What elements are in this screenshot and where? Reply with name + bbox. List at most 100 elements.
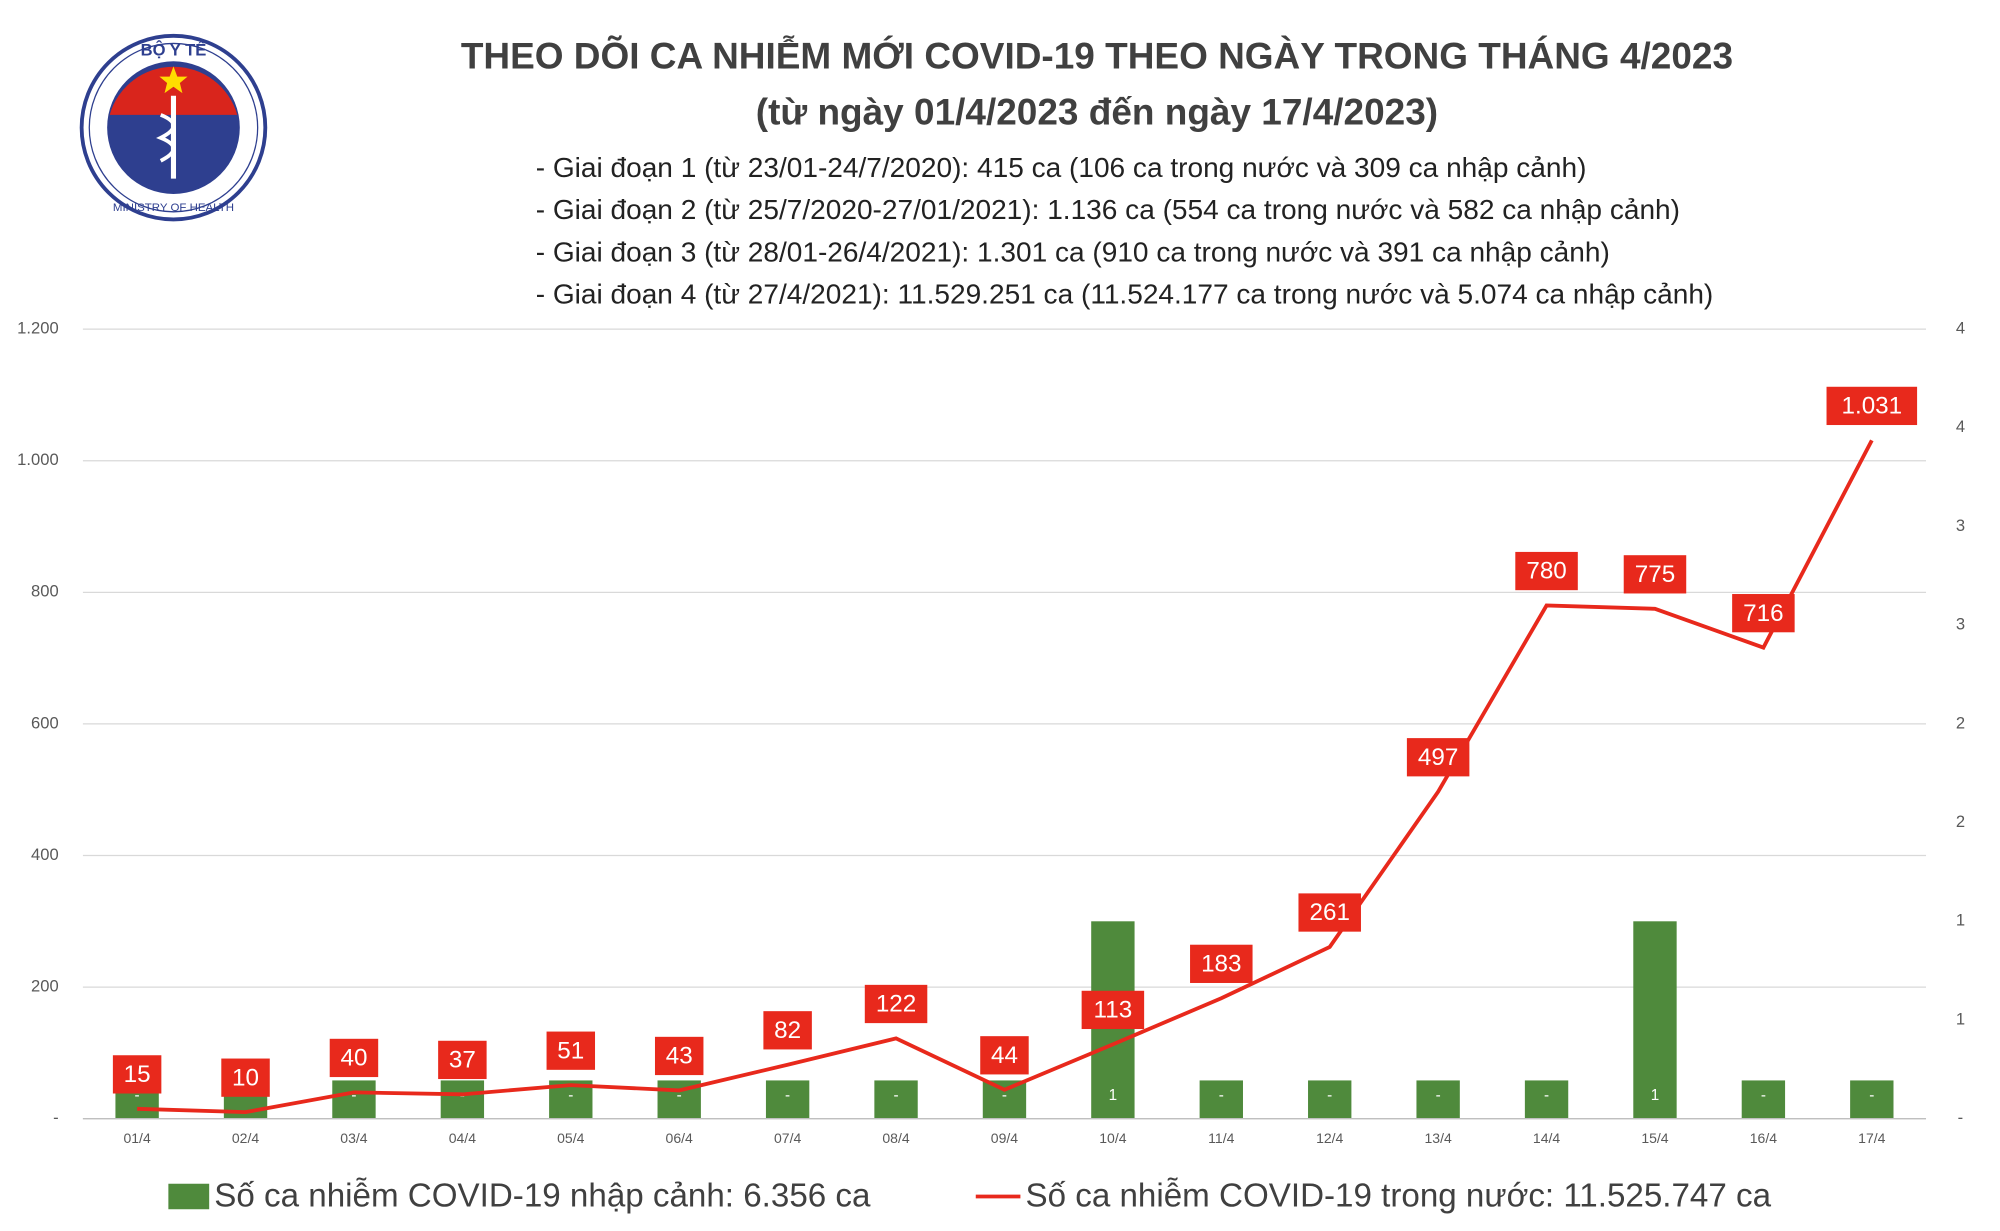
y-tick-label: 800 [31, 582, 59, 601]
bar [1850, 1080, 1894, 1119]
bar [440, 1080, 485, 1119]
x-tick-label: 16/4 [1750, 1130, 1777, 1146]
legend-swatch [168, 1183, 210, 1210]
data-label-box [221, 1058, 270, 1097]
x-tick-label: 07/4 [774, 1130, 801, 1146]
bar-label: - [677, 1087, 682, 1104]
bar-label: - [893, 1087, 898, 1104]
x-tick-label: 17/4 [1858, 1130, 1885, 1146]
bar-label: - [1761, 1087, 1766, 1104]
bar [765, 1080, 810, 1119]
bar-label: - [1002, 1087, 1007, 1104]
bar-label: - [1869, 1087, 1874, 1104]
y-tick-label: 600 [31, 713, 59, 732]
bar-label: - [1327, 1087, 1332, 1104]
bar-label: - [1436, 1087, 1441, 1104]
x-tick-label: 02/4 [232, 1130, 259, 1146]
data-label: 37 [449, 1047, 476, 1074]
y2-tick-label: 2 [1956, 713, 1965, 732]
y-tick-label: - [53, 1108, 59, 1127]
x-tick-label: 01/4 [123, 1130, 150, 1146]
data-label: 1.031 [1842, 393, 1903, 420]
bar-label: - [1544, 1087, 1549, 1104]
legend-label: Số ca nhiễm COVID-19 nhập cảnh: 6.356 ca [214, 1177, 871, 1215]
x-tick-label: 06/4 [666, 1130, 693, 1146]
bar [1416, 1080, 1460, 1119]
data-label-box [1406, 738, 1470, 777]
bar-label: - [1219, 1087, 1224, 1104]
data-label: 40 [340, 1045, 367, 1072]
bar-label: 1 [1651, 1087, 1660, 1104]
x-tick-label: 13/4 [1424, 1130, 1451, 1146]
x-tick-label: 11/4 [1208, 1130, 1234, 1146]
data-label-box [1732, 594, 1795, 633]
x-tick-label: 03/4 [340, 1130, 367, 1146]
y2-tick-label: 4 [1956, 417, 1965, 436]
data-label-box [1190, 944, 1253, 983]
logo-top: BỘ Y TẾ [141, 40, 207, 59]
x-tick-label: 08/4 [882, 1130, 909, 1146]
y2-tick-label: 1 [1956, 911, 1965, 930]
y-tick-label: 200 [31, 976, 59, 995]
data-label: 51 [557, 1037, 584, 1064]
y2-tick-label: - [1958, 1108, 1964, 1127]
bar [1199, 1080, 1243, 1119]
x-tick-label: 14/4 [1533, 1130, 1560, 1146]
data-label-box [1298, 893, 1361, 932]
bar-label: 1 [1109, 1087, 1118, 1104]
bar [1524, 1080, 1569, 1119]
x-tick-label: 12/4 [1316, 1130, 1343, 1146]
data-label-box [1081, 990, 1145, 1030]
bar [1308, 1080, 1352, 1119]
bar [982, 1080, 1027, 1119]
chart-subtitle: (từ ngày 01/4/2023 đến ngày 17/4/2023) [756, 92, 1438, 133]
x-tick-label: 04/4 [449, 1130, 476, 1146]
annotation: - Giai đoạn 1 (từ 23/01-24/7/2020): 415 … [536, 152, 1587, 183]
line [137, 439, 1874, 1115]
data-label: 44 [991, 1042, 1018, 1069]
data-label: 183 [1201, 951, 1241, 978]
data-label: 497 [1418, 744, 1458, 771]
y2-tick-label: 3 [1956, 516, 1965, 535]
x-tick-label: 09/4 [991, 1130, 1018, 1146]
bar [1633, 921, 1677, 1119]
bar-label: - [135, 1087, 140, 1104]
annotation: - Giai đoạn 3 (từ 28/01-26/4/2021): 1.30… [536, 236, 1610, 267]
data-label: 113 [1094, 997, 1133, 1024]
data-label-box [1623, 555, 1687, 594]
x-tick-label: 15/4 [1641, 1130, 1668, 1146]
data-label-box [112, 1055, 162, 1094]
y-tick-label: 400 [31, 845, 59, 864]
data-label: 775 [1635, 561, 1675, 588]
data-label-box [763, 1011, 812, 1050]
data-label: 10 [232, 1064, 259, 1091]
data-label-box [864, 984, 928, 1024]
legend-label: Số ca nhiễm COVID-19 trong nước: 11.525.… [1026, 1177, 1772, 1215]
data-label-box [329, 1038, 379, 1078]
annotation: - Giai đoạn 4 (từ 27/4/2021): 11.529.251… [536, 278, 1714, 309]
x-tick-label: 05/4 [557, 1130, 584, 1146]
data-label-box [438, 1040, 487, 1080]
y2-tick-label: 1 [1956, 1009, 1965, 1028]
y2-tick-label: 2 [1956, 812, 1965, 831]
data-label: 43 [666, 1043, 693, 1070]
y-tick-label: 1.200 [17, 319, 59, 338]
bar-label: - [568, 1087, 573, 1104]
bar-label: - [351, 1087, 356, 1104]
data-label: 780 [1526, 558, 1566, 585]
x-tick-label: 10/4 [1099, 1130, 1126, 1146]
data-label: 716 [1743, 600, 1783, 627]
data-label-box [654, 1036, 704, 1076]
annotation: - Giai đoạn 2 (từ 25/7/2020-27/01/2021):… [536, 194, 1680, 225]
data-label: 15 [124, 1061, 151, 1088]
bar-label: - [785, 1087, 790, 1104]
y-tick-label: 1.000 [17, 450, 59, 469]
data-label-box [980, 1036, 1029, 1075]
data-label: 82 [774, 1017, 801, 1044]
y2-tick-label: 4 [1956, 319, 1965, 338]
data-label: 261 [1310, 899, 1350, 926]
bar [874, 1080, 918, 1119]
data-label: 122 [876, 991, 916, 1018]
